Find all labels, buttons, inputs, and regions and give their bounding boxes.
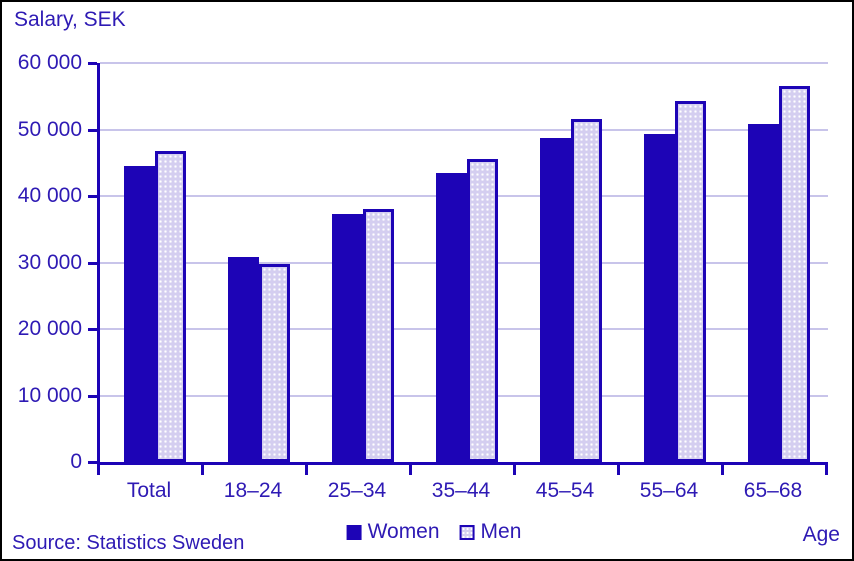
y-axis-tick xyxy=(88,461,97,464)
y-tick-label: 20 000 xyxy=(17,317,82,340)
x-tick-label: 35–44 xyxy=(431,479,491,502)
source-note: Source: Statistics Sweden xyxy=(12,532,245,554)
men-swatch-icon xyxy=(459,524,475,540)
y-axis-tick xyxy=(88,328,97,331)
x-axis-tick xyxy=(513,465,516,475)
y-tick-label: 0 xyxy=(70,450,82,473)
bar-women-65–68 xyxy=(748,124,779,462)
bar-men-35–44 xyxy=(467,159,498,462)
x-axis-title: Age xyxy=(802,523,840,546)
bar-men-65–68 xyxy=(779,86,810,462)
bar-women-35–44 xyxy=(436,173,467,462)
x-tick-label: 25–34 xyxy=(327,479,387,502)
x-axis-tick xyxy=(409,465,412,475)
bar-women-Total xyxy=(124,166,155,462)
x-axis-tick xyxy=(305,465,308,475)
bar-women-25–34 xyxy=(332,214,363,462)
y-axis-tick xyxy=(88,128,97,132)
bar-men-25–34 xyxy=(363,209,394,462)
y-tick-label: 30 000 xyxy=(17,250,82,274)
x-axis-tick xyxy=(201,465,204,475)
y-axis-tick xyxy=(88,195,97,198)
bar-men-45–54 xyxy=(571,119,602,462)
x-tick-label: 65–68 xyxy=(743,479,803,502)
y-tick-label: 10 000 xyxy=(17,383,82,407)
gridline-50000 xyxy=(100,128,828,131)
x-axis-tick xyxy=(721,465,724,475)
legend-label-men: Men xyxy=(480,520,522,543)
x-axis-labels: Total 18–24 25–34 35–44 45–54 55–64 65–68 xyxy=(97,479,825,503)
women-swatch-icon xyxy=(346,524,362,540)
x-axis-tick xyxy=(97,465,100,475)
bar-women-18–24 xyxy=(228,257,259,462)
bar-men-Total xyxy=(155,151,186,462)
legend-item-women: Women xyxy=(346,520,440,544)
y-tick-label: 40 000 xyxy=(17,184,82,207)
legend: Women Men xyxy=(346,520,522,544)
y-tick-label: 60 000 xyxy=(17,51,82,74)
x-tick-label: Total xyxy=(126,479,172,502)
x-tick-label: 55–64 xyxy=(639,479,699,502)
legend-item-men: Men xyxy=(459,520,522,544)
x-axis-tick xyxy=(617,465,620,475)
y-tick-label: 50 000 xyxy=(17,117,82,141)
plot-area xyxy=(97,62,828,465)
x-tick-label: 45–54 xyxy=(535,479,595,502)
y-axis-tick xyxy=(88,394,97,398)
bar-men-55–64 xyxy=(675,101,706,462)
chart-title: Salary, SEK xyxy=(14,8,126,31)
bar-women-45–54 xyxy=(540,138,571,462)
y-axis-tick xyxy=(88,62,97,65)
x-tick-label: 18–24 xyxy=(223,479,283,502)
y-axis-tick xyxy=(88,261,97,265)
gridline-60000 xyxy=(100,62,828,64)
legend-label-women: Women xyxy=(367,520,440,543)
x-axis-tick xyxy=(825,465,828,475)
bar-women-55–64 xyxy=(644,134,675,462)
bar-men-18–24 xyxy=(259,264,290,462)
